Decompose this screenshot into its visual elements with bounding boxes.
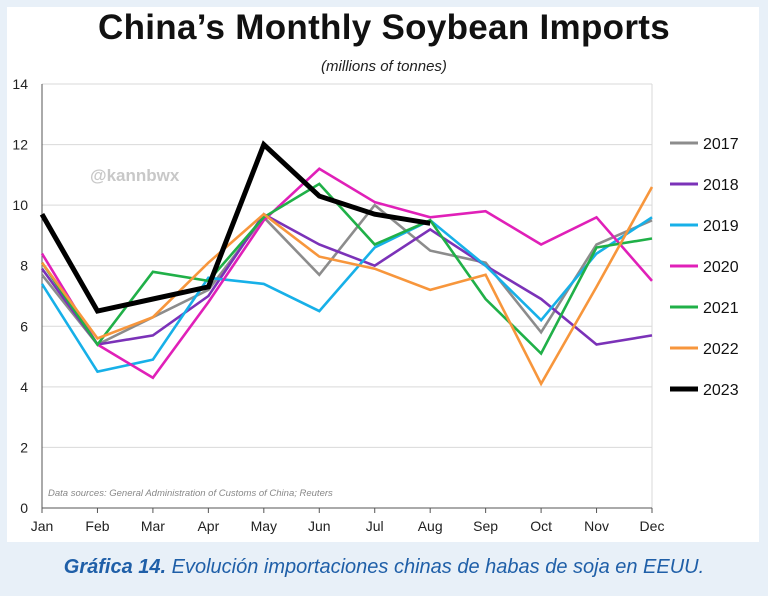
chart-subtitle: (millions of tonnes) bbox=[321, 58, 447, 75]
x-tick-label-feb: Feb bbox=[85, 518, 109, 534]
x-tick-label-mar: Mar bbox=[141, 518, 165, 534]
legend-label-2018: 2018 bbox=[703, 177, 739, 194]
y-tick-label: 4 bbox=[20, 379, 28, 395]
chart-svg: 0 2 4 6 8 10 12 14 Jan Feb Mar Apr May Jun Jul Aug Sep Oc… bbox=[12, 76, 739, 534]
series-line-2023 bbox=[39, 140, 431, 314]
y-tick-label: 8 bbox=[20, 258, 28, 274]
x-tick-label-sep: Sep bbox=[473, 518, 498, 534]
chart-title: China’s Monthly Soybean Imports bbox=[98, 8, 670, 47]
caption-text: Evolución importaciones chinas de habas … bbox=[166, 556, 705, 578]
series-line-2022 bbox=[40, 186, 654, 387]
y-tick-label: 12 bbox=[12, 137, 28, 153]
y-tick-label: 10 bbox=[12, 197, 28, 213]
legend-label-2020: 2020 bbox=[703, 259, 739, 276]
legend-label-2019: 2019 bbox=[703, 218, 739, 235]
legend-label-2017: 2017 bbox=[703, 136, 739, 153]
x-tick-label-jan: Jan bbox=[31, 518, 54, 534]
series-line-2018 bbox=[40, 212, 653, 346]
y-tick-label: 2 bbox=[20, 439, 28, 455]
chart-panel bbox=[7, 7, 759, 542]
caption-label: Gráfica 14. bbox=[63, 556, 167, 578]
x-tick-label-jun: Jun bbox=[308, 518, 331, 534]
x-tick-label-dec: Dec bbox=[640, 518, 665, 534]
legend-label-2023: 2023 bbox=[703, 382, 739, 399]
figure-caption: Gráfica 14. Evolución importaciones chin… bbox=[0, 556, 768, 579]
y-tick-label: 6 bbox=[20, 318, 28, 334]
legend-label-2022: 2022 bbox=[703, 341, 739, 358]
x-tick-label-apr: Apr bbox=[197, 518, 219, 534]
y-tick-label: 0 bbox=[20, 500, 28, 516]
x-tick-label-nov: Nov bbox=[584, 518, 609, 534]
watermark: @kannbwx bbox=[90, 166, 180, 185]
series-line-2020 bbox=[40, 167, 653, 380]
x-tick-label-oct: Oct bbox=[530, 518, 552, 534]
x-tick-label-may: May bbox=[251, 518, 277, 534]
x-tick-label-jul: Jul bbox=[366, 518, 384, 534]
x-tick-label-aug: Aug bbox=[418, 518, 443, 534]
y-tick-label: 14 bbox=[12, 76, 28, 92]
series-line-2019 bbox=[40, 216, 653, 374]
series-line-2021 bbox=[40, 182, 653, 356]
legend-label-2021: 2021 bbox=[703, 300, 739, 317]
source-note: Data sources: General Administration of … bbox=[48, 488, 333, 499]
